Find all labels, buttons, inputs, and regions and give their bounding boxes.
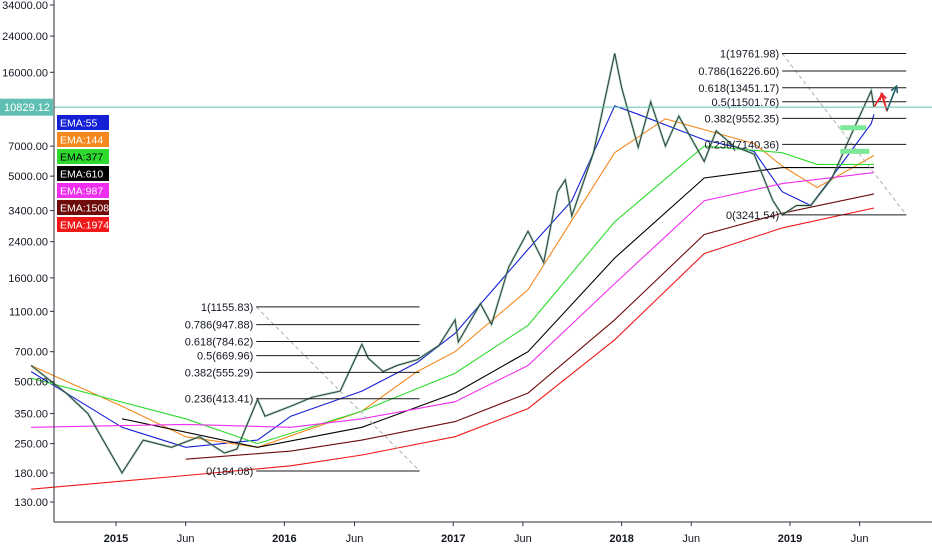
y-tick-label: 500.00 [14, 377, 48, 389]
y-tick-label: 16000.00 [2, 67, 48, 79]
ema-lines [30, 105, 875, 490]
fib-level-label: 0(3241.54) [726, 210, 779, 222]
price-label-box [0, 98, 53, 116]
projection-arrow-head [890, 84, 899, 94]
ema-line-ema-377 [30, 145, 874, 445]
ema-legend-label: EMA:1974 [60, 220, 109, 232]
x-tick-label: Jun [851, 533, 869, 545]
y-tick-label: 250.00 [14, 439, 48, 451]
support-zone [840, 148, 870, 154]
support-zones [840, 125, 870, 154]
price-series [30, 53, 876, 476]
ema-legend-label: EMA:610 [60, 169, 103, 181]
fib-level-label: 0.236(413.41) [185, 394, 254, 406]
ema-legend-swatch [57, 166, 109, 181]
ema-legend-label: EMA:987 [60, 186, 103, 198]
y-axis: 130.00 180.00 250.00 350.00 500.00 700.00 1100… [2, 0, 55, 522]
ema-legend-item[interactable]: EMA:144 [57, 132, 109, 147]
ema-legend-swatch [57, 132, 109, 147]
y-tick-label: 34000.00 [2, 0, 48, 12]
ema-line-ema-987 [31, 172, 875, 428]
projection-arrow-path [873, 92, 888, 112]
ema-legend-swatch [57, 149, 109, 164]
y-tick-label: 3400.00 [8, 206, 48, 218]
fib-retracements: 1(1155.83) 0.786(947.88) 0.618(784.62) 0.5(… [185, 48, 907, 478]
fib-level-label: 0.236(7140.36) [705, 139, 780, 151]
x-tick-label: Jun [682, 533, 700, 545]
fib-level-label: 1(1155.83) [201, 302, 253, 314]
fib-level-label: 0.618(13451.17) [698, 83, 779, 95]
x-tick-label: 2018 [609, 533, 633, 545]
ema-legend-item[interactable]: EMA:55 [57, 115, 109, 130]
y-tick-label: 700.00 [14, 347, 48, 359]
fib-level-label: 0.786(947.88) [185, 320, 254, 332]
fib-trend-line-0 [255, 306, 420, 472]
x-tick-label: 2015 [104, 533, 128, 545]
ema-legend-item[interactable]: EMA:377 [57, 149, 109, 164]
fib-level-label: 0.5(669.96) [197, 351, 253, 363]
y-tick-label: 180.00 [14, 468, 48, 480]
ema-legend-item[interactable]: EMA:1508 [57, 200, 109, 215]
ema-legend-item[interactable]: EMA:987 [57, 183, 109, 198]
ema-legend-item[interactable]: EMA:1974 [57, 217, 109, 232]
fib-level-label: 0.382(555.29) [185, 367, 254, 379]
ema-legend-label: EMA:1508 [60, 203, 109, 215]
ema-legend-swatch [57, 200, 109, 215]
fib-level-label: 1(19761.98) [720, 48, 779, 60]
y-tick-label: 1600.00 [8, 273, 48, 285]
y-tick-label: 2400.00 [8, 237, 48, 249]
ema-line-ema-144 [30, 118, 875, 448]
fib-level-label: 0.5(11501.76) [711, 97, 779, 109]
x-tick-label: 2016 [272, 533, 296, 545]
x-tick-label: Jun [177, 533, 195, 545]
price-label: 10829.12 [0, 98, 53, 116]
x-tick-label: Jun [514, 533, 532, 545]
ema-legend-item[interactable]: EMA:610 [57, 166, 109, 181]
y-tick-label: 7000.00 [8, 141, 48, 153]
x-axis: 2015 Jun 2016 Jun 2017 Jun 2018 Jun 2019 Jun [54, 521, 932, 545]
support-zone [840, 125, 867, 131]
ema-line-ema-610 [121, 167, 874, 448]
y-tick-label: 350.00 [14, 409, 48, 421]
y-tick-label: 5000.00 [8, 171, 48, 183]
ema-legend-label: EMA:144 [60, 135, 103, 147]
fib-level-label: 0(184.08) [206, 466, 253, 478]
ema-line-ema-55 [30, 105, 875, 448]
fib-level-label: 0.786(16226.60) [698, 66, 779, 78]
y-tick-label: 130.00 [14, 497, 48, 509]
fib-trend-line-1 [781, 53, 907, 216]
ema-legend-swatch [57, 183, 109, 198]
ema-legend-label: EMA:377 [60, 152, 103, 164]
ema-legend: EMA:55 EMA:144 EMA:377 EMA:610 EMA:987 EMA:15… [57, 115, 109, 232]
x-tick-label: Jun [346, 533, 364, 545]
fib-level-label: 0.618(784.62) [185, 336, 254, 348]
price-line [30, 53, 875, 474]
x-tick-label: 2017 [441, 533, 465, 545]
price-label-text: 10829.12 [4, 102, 50, 114]
y-tick-label: 1100.00 [9, 306, 48, 318]
ema-line-ema-1508 [185, 193, 875, 460]
fib-level-label: 0.382(9552.35) [705, 113, 780, 125]
ema-line-ema-1974 [31, 207, 875, 490]
ema-legend-swatch [57, 115, 109, 130]
x-tick-label: 2019 [778, 533, 802, 545]
ema-legend-swatch [57, 217, 109, 232]
y-tick-label: 24000.00 [2, 31, 48, 43]
ema-legend-label: EMA:55 [60, 118, 98, 130]
projection-arrow-head [879, 92, 887, 101]
